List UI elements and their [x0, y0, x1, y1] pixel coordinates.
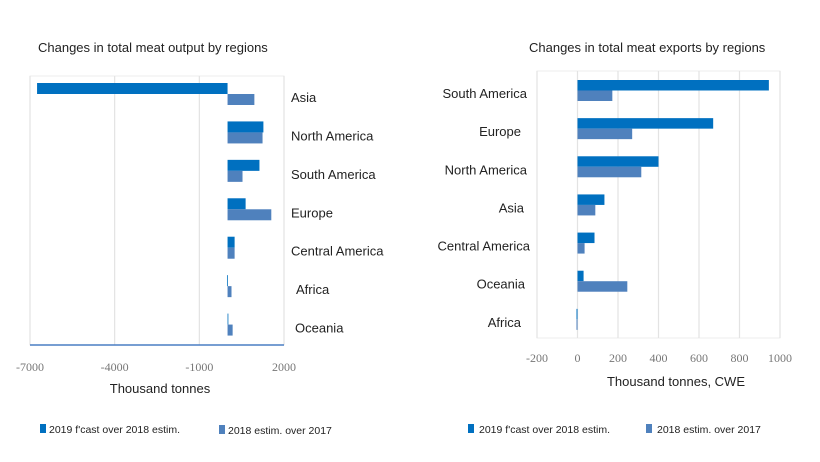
- chart-2-title: Changes in total meat exports by regions: [529, 40, 766, 55]
- bar-series-1: [37, 83, 228, 94]
- bar-series-2: [227, 132, 263, 144]
- bar-series-2: [227, 286, 232, 298]
- bar-series-2: [577, 128, 633, 140]
- legend-1-series-1: 2019 f'cast over 2018 estim.: [49, 424, 180, 436]
- bar-series-1: [577, 194, 605, 205]
- bar-series-1: [577, 156, 659, 167]
- bar-series-1: [227, 121, 264, 133]
- legend-1-swatch-series-1: [40, 424, 46, 433]
- category-label: Central America: [438, 239, 531, 254]
- legend-1-series-2: 2018 estim. over 2017: [228, 425, 332, 437]
- bar-series-2: [577, 166, 642, 178]
- bar-series-1: [227, 236, 235, 248]
- bar-series-1: [577, 270, 584, 282]
- bar-series-1: [226, 275, 228, 287]
- x-tick-label: -7000: [16, 360, 44, 374]
- x-tick-label: 600: [690, 351, 708, 365]
- x-tick-label: 800: [731, 351, 749, 365]
- legend-2-swatch-series-2: [646, 424, 652, 433]
- bar-series-2: [576, 319, 578, 330]
- legend-1-swatch-series-2: [219, 425, 225, 434]
- x-tick-label: 2000: [272, 360, 296, 374]
- bar-series-2: [227, 94, 255, 105]
- chart-2-xlabel: Thousand tonnes, CWE: [607, 374, 745, 389]
- x-tick-label: -1000: [185, 360, 213, 374]
- legend-2-series-1: 2019 f'cast over 2018 estim.: [479, 424, 610, 436]
- bar-series-1: [227, 313, 229, 325]
- category-label: Africa: [296, 282, 330, 297]
- category-label: Europe: [479, 124, 521, 139]
- category-label: Asia: [291, 90, 317, 105]
- bar-series-1: [227, 159, 260, 171]
- x-tick-label: 400: [650, 351, 668, 365]
- category-label: Central America: [291, 244, 384, 259]
- category-label: Oceania: [295, 321, 344, 336]
- bar-series-1: [577, 232, 595, 244]
- chart-1-xlabel: Thousand tonnes: [110, 381, 211, 396]
- x-tick-label: -200: [526, 351, 548, 365]
- bar-series-2: [227, 324, 233, 336]
- x-tick-label: 1000: [768, 351, 792, 365]
- category-label: Europe: [291, 205, 333, 220]
- bar-series-1: [576, 308, 578, 320]
- x-tick-label: -4000: [101, 360, 129, 374]
- category-label: North America: [291, 128, 374, 143]
- bar-series-1: [577, 118, 714, 129]
- bar-series-2: [577, 90, 613, 101]
- x-tick-label: 0: [575, 351, 581, 365]
- category-label: Africa: [488, 315, 522, 330]
- bar-series-2: [577, 243, 585, 254]
- bar-series-2: [227, 170, 243, 182]
- x-tick-label: 200: [609, 351, 627, 365]
- category-label: North America: [445, 162, 528, 177]
- legend-2-series-2: 2018 estim. over 2017: [657, 424, 761, 436]
- category-label: Oceania: [477, 277, 526, 292]
- bar-series-2: [227, 209, 272, 221]
- chart-1-title: Changes in total meat output by regions: [38, 40, 268, 55]
- category-label: South America: [291, 167, 376, 182]
- category-label: Asia: [499, 200, 525, 215]
- bar-series-1: [577, 80, 769, 91]
- bar-series-1: [227, 198, 246, 210]
- bar-series-2: [577, 204, 596, 216]
- bar-series-2: [577, 281, 628, 292]
- bar-series-2: [227, 247, 235, 259]
- category-label: South America: [442, 86, 527, 101]
- legend-2-swatch-series-1: [468, 424, 474, 433]
